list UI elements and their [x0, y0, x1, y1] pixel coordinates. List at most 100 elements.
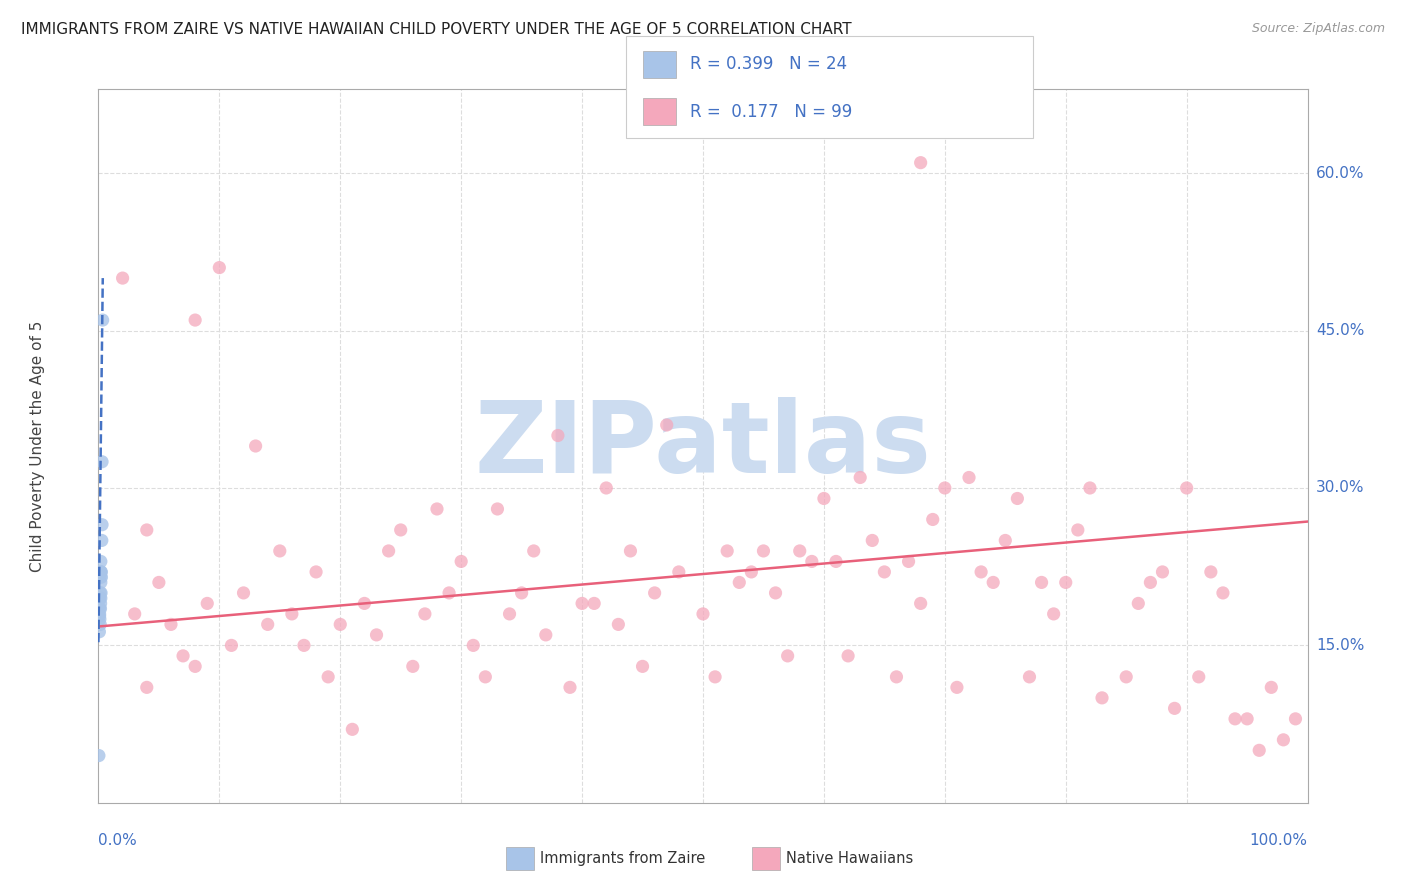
Point — [523, 544, 546, 558]
Point — [1067, 523, 1090, 537]
Point — [124, 607, 146, 621]
Text: Child Poverty Under the Age of 5: Child Poverty Under the Age of 5 — [31, 320, 45, 572]
Point — [89, 601, 111, 615]
Point — [245, 439, 267, 453]
Point — [547, 428, 569, 442]
Point — [655, 417, 678, 432]
Point — [184, 313, 207, 327]
Point — [692, 607, 714, 621]
Point — [558, 681, 581, 695]
Text: Source: ZipAtlas.com: Source: ZipAtlas.com — [1251, 22, 1385, 36]
Point — [90, 586, 112, 600]
Point — [89, 624, 111, 639]
Point — [90, 591, 112, 606]
Point — [631, 659, 654, 673]
Point — [595, 481, 617, 495]
Point — [389, 523, 412, 537]
Point — [534, 628, 557, 642]
Point — [148, 575, 170, 590]
Point — [994, 533, 1017, 548]
Point — [377, 544, 399, 558]
Text: 30.0%: 30.0% — [1316, 481, 1364, 495]
Point — [571, 596, 593, 610]
Point — [897, 554, 920, 568]
Point — [1091, 690, 1114, 705]
Point — [1054, 575, 1077, 590]
Point — [426, 502, 449, 516]
Point — [89, 586, 111, 600]
Point — [89, 607, 111, 621]
Point — [1236, 712, 1258, 726]
Point — [89, 609, 111, 624]
Point — [946, 681, 969, 695]
Point — [111, 271, 134, 285]
Point — [825, 554, 848, 568]
Point — [87, 748, 110, 763]
Point — [619, 544, 641, 558]
Point — [437, 586, 460, 600]
Point — [135, 523, 157, 537]
Point — [160, 617, 183, 632]
Point — [463, 639, 485, 653]
Text: ZIPatlas: ZIPatlas — [475, 398, 931, 494]
Point — [413, 607, 436, 621]
Point — [316, 670, 339, 684]
Text: R =  0.177   N = 99: R = 0.177 N = 99 — [690, 103, 852, 120]
Point — [860, 533, 883, 548]
Point — [752, 544, 775, 558]
Point — [1152, 565, 1174, 579]
Point — [910, 155, 932, 169]
Text: 100.0%: 100.0% — [1250, 833, 1308, 848]
Point — [837, 648, 859, 663]
Point — [498, 607, 520, 621]
Point — [184, 659, 207, 673]
Point — [221, 639, 243, 653]
Point — [90, 575, 112, 590]
Point — [583, 596, 606, 610]
Point — [704, 670, 727, 684]
Point — [89, 570, 111, 584]
Point — [208, 260, 231, 275]
Point — [910, 596, 932, 610]
Point — [172, 648, 194, 663]
Point — [90, 570, 112, 584]
Point — [1284, 712, 1306, 726]
Point — [90, 554, 112, 568]
Point — [740, 565, 762, 579]
Point — [353, 596, 375, 610]
Point — [849, 470, 872, 484]
Point — [232, 586, 254, 600]
Point — [1175, 481, 1198, 495]
Point — [1249, 743, 1271, 757]
Point — [402, 659, 425, 673]
Text: R = 0.399   N = 24: R = 0.399 N = 24 — [690, 55, 848, 73]
Point — [1018, 670, 1040, 684]
Point — [886, 670, 908, 684]
Point — [510, 586, 533, 600]
Text: Immigrants from Zaire: Immigrants from Zaire — [540, 851, 706, 865]
Point — [89, 612, 111, 626]
Point — [1128, 596, 1150, 610]
Point — [716, 544, 738, 558]
Point — [1115, 670, 1137, 684]
Point — [957, 470, 980, 484]
Text: Native Hawaiians: Native Hawaiians — [786, 851, 914, 865]
Point — [292, 639, 315, 653]
Point — [1199, 565, 1222, 579]
Point — [366, 628, 388, 642]
Point — [89, 617, 111, 632]
Point — [934, 481, 956, 495]
Point — [800, 554, 823, 568]
Point — [1078, 481, 1101, 495]
Point — [1007, 491, 1029, 506]
Point — [1212, 586, 1234, 600]
Point — [269, 544, 291, 558]
Point — [728, 575, 751, 590]
Point — [1139, 575, 1161, 590]
Point — [256, 617, 278, 632]
Point — [90, 565, 112, 579]
Point — [450, 554, 472, 568]
Text: IMMIGRANTS FROM ZAIRE VS NATIVE HAWAIIAN CHILD POVERTY UNDER THE AGE OF 5 CORREL: IMMIGRANTS FROM ZAIRE VS NATIVE HAWAIIAN… — [21, 22, 852, 37]
Point — [765, 586, 787, 600]
Point — [1031, 575, 1053, 590]
